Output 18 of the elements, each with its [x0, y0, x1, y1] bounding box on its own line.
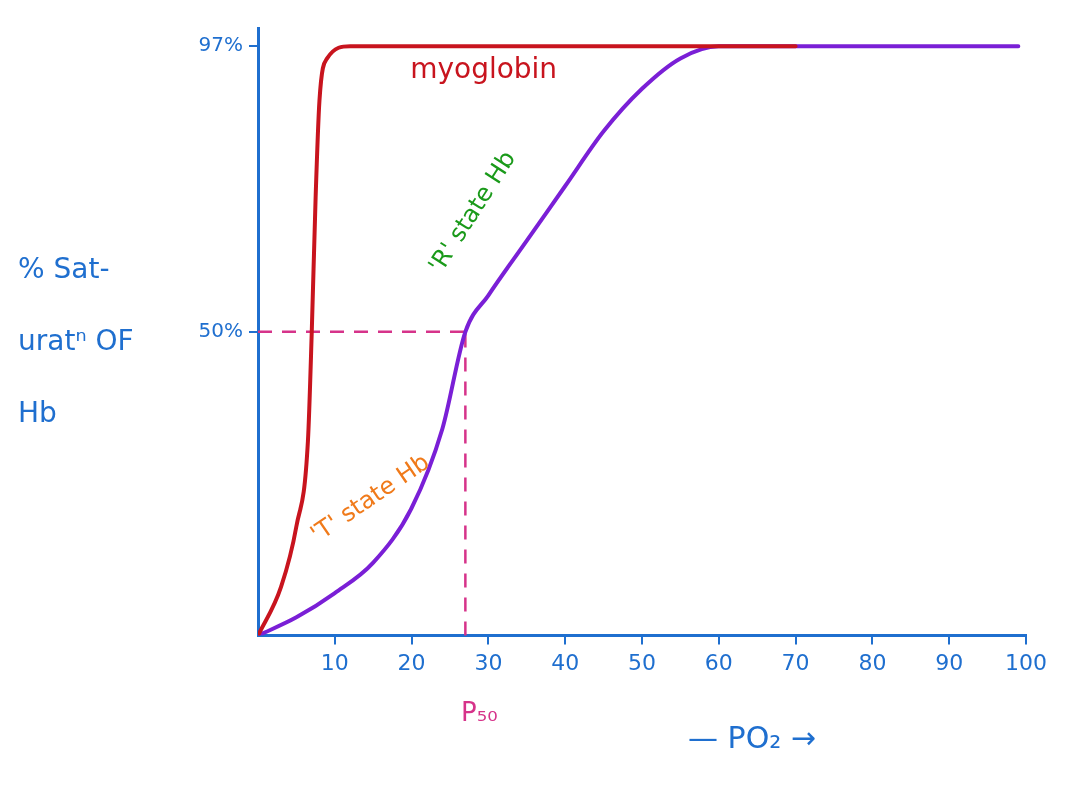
x-tick-label: 10 — [320, 649, 349, 675]
x-tick-label: 100 — [1005, 649, 1047, 675]
y-tick-label: 97% — [198, 32, 243, 57]
series-label: myoglobin — [410, 51, 558, 85]
x-tick-label: 50 — [628, 649, 656, 675]
line-series — [258, 44, 1021, 636]
x-tick-label: 30 — [474, 649, 503, 675]
x-tick-label: 80 — [858, 649, 887, 675]
y-tick-label: 50% — [198, 318, 243, 342]
x-tick-label: 60 — [704, 649, 733, 675]
ref-line-label: P₅₀ — [461, 696, 498, 727]
line-series — [258, 44, 798, 636]
x-axis-title: — PO₂ → — [688, 720, 816, 755]
x-tick-label: 20 — [397, 649, 426, 675]
text: % Sat- uratⁿ OF Hb — [18, 252, 134, 429]
x-tick-label: 40 — [551, 649, 580, 675]
x-tick-label: 70 — [781, 649, 810, 675]
x-tick-label: 90 — [935, 649, 964, 675]
